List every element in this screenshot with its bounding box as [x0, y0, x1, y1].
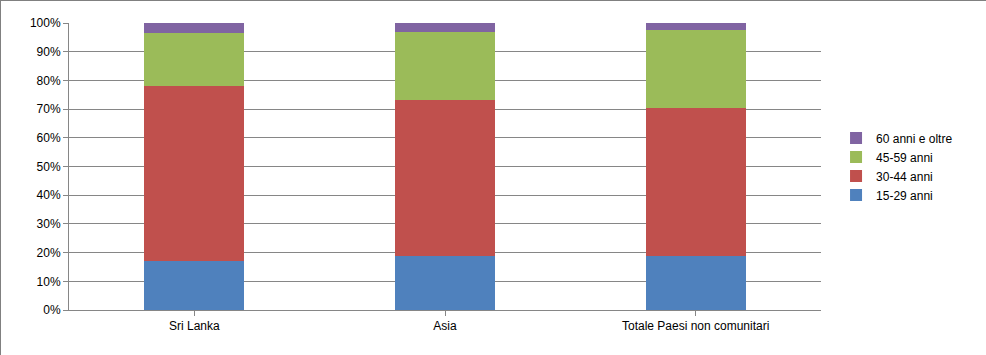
svg-text:50%: 50% [37, 160, 61, 174]
svg-text:20%: 20% [37, 246, 61, 260]
svg-text:10%: 10% [37, 275, 61, 289]
svg-text:40%: 40% [37, 188, 61, 202]
svg-text:Totale Paesi non comunitari: Totale Paesi non comunitari [622, 319, 769, 333]
svg-text:30-44 anni: 30-44 anni [876, 170, 933, 184]
svg-text:70%: 70% [37, 102, 61, 116]
svg-text:100%: 100% [30, 16, 61, 30]
svg-text:80%: 80% [37, 74, 61, 88]
svg-text:90%: 90% [37, 45, 61, 59]
svg-text:15-29 anni: 15-29 anni [876, 189, 933, 203]
svg-text:Asia: Asia [433, 319, 457, 333]
svg-text:0%: 0% [43, 303, 61, 317]
svg-text:45-59 anni: 45-59 anni [876, 151, 933, 165]
svg-text:60 anni e oltre: 60 anni e oltre [876, 132, 952, 146]
svg-text:30%: 30% [37, 217, 61, 231]
svg-text:Sri Lanka: Sri Lanka [169, 319, 220, 333]
svg-text:60%: 60% [37, 131, 61, 145]
